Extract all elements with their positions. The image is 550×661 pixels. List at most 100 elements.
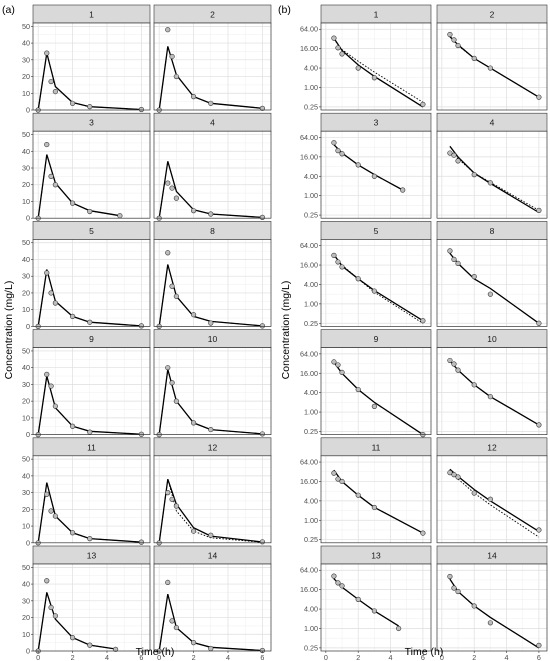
observed-point <box>165 250 171 256</box>
population-prediction-line <box>158 478 263 543</box>
observed-point <box>455 367 461 373</box>
observed-point <box>173 398 179 404</box>
facet-a-12: 12 <box>153 437 272 546</box>
facet-label: 11 <box>372 442 381 452</box>
observed-point <box>451 361 457 367</box>
observed-point <box>455 260 461 267</box>
panel-border <box>436 563 548 652</box>
x-tick-label: 0 <box>157 653 161 661</box>
y-tick-label: 30 <box>22 272 30 281</box>
panel-border <box>320 22 432 111</box>
population-prediction-line <box>158 593 263 652</box>
observed-point <box>420 318 426 324</box>
observed-point <box>52 88 58 95</box>
observed-point <box>447 470 453 476</box>
observed-point <box>355 65 361 71</box>
y-tick-label: 30 <box>22 164 30 173</box>
observed-point <box>259 214 265 220</box>
x-tick-label: 4 <box>389 653 393 661</box>
plot-background <box>154 23 271 110</box>
plot-background <box>321 239 431 327</box>
observed-point <box>69 313 76 319</box>
y-tick-label: 4.00 <box>304 388 318 397</box>
y-tick-label: 0.25 <box>304 535 318 544</box>
observed-point <box>165 27 171 33</box>
observed-point <box>190 528 197 534</box>
observed-point <box>259 323 265 329</box>
y-axis-title-right: Concentration (mg/L) <box>280 281 292 380</box>
observed-point <box>259 431 265 437</box>
plot-background <box>33 455 150 543</box>
observed-point <box>420 101 426 107</box>
observed-point <box>451 37 457 43</box>
y-tick-label: 50 <box>22 130 30 139</box>
observed-point <box>335 45 341 51</box>
observed-point <box>138 539 144 545</box>
y-tick-label: 1.00 <box>304 516 318 525</box>
observed-point <box>190 312 197 318</box>
observed-point <box>451 152 457 158</box>
y-tick-label: 4.00 <box>304 64 318 73</box>
observed-point <box>335 362 341 368</box>
observed-point <box>339 478 345 485</box>
observed-point <box>451 256 457 262</box>
observed-point <box>339 369 345 376</box>
observed-point <box>536 527 542 533</box>
y-tick-label: 1.00 <box>304 624 318 633</box>
plot-background <box>321 23 431 110</box>
observed-point <box>335 259 341 265</box>
y-tick-label: 16.00 <box>300 369 318 378</box>
observed-point <box>169 185 175 191</box>
observed-point <box>447 573 453 580</box>
plot-background <box>437 564 547 651</box>
observed-point <box>190 208 197 214</box>
observed-point <box>87 208 93 215</box>
observed-point <box>52 182 58 188</box>
observed-point <box>165 180 171 186</box>
observed-point <box>536 320 542 326</box>
x-tick-label: 6 <box>139 653 143 661</box>
panel-tag-a: (a) <box>2 4 15 16</box>
observed-point <box>259 105 265 111</box>
observed-point <box>335 148 341 154</box>
panel-border <box>320 130 432 219</box>
observed-point <box>335 580 341 586</box>
observed-point <box>169 618 175 624</box>
observed-point <box>69 530 76 536</box>
individual-prediction-line <box>158 479 263 543</box>
facet-label: 4 <box>210 118 215 128</box>
y-tick-label: 50 <box>22 238 30 247</box>
panel-border <box>320 455 432 544</box>
y-tick-label: 30 <box>22 596 30 605</box>
plot-background <box>437 131 547 219</box>
panel-border <box>436 22 548 111</box>
facet-label: 10 <box>487 334 497 344</box>
y-tick-label: 30 <box>22 55 30 64</box>
individual-prediction-line <box>333 38 424 103</box>
y-tick-label: 50 <box>22 563 30 572</box>
y-tick-label: 16.00 <box>300 261 318 270</box>
observed-point <box>138 323 144 329</box>
x-tick-label: 2 <box>356 653 360 661</box>
y-tick-label: 10 <box>22 630 30 639</box>
observed-point <box>487 65 493 71</box>
x-tick-label: 2 <box>472 653 476 661</box>
y-tick-label: 40 <box>22 147 30 156</box>
x-tick-label: 6 <box>421 653 425 661</box>
observed-point <box>169 496 175 502</box>
panel-border <box>153 22 272 111</box>
x-tick-label: 2 <box>71 653 75 661</box>
y-tick-label: 40 <box>22 255 30 264</box>
y-tick-label: 40 <box>22 39 30 48</box>
plot-background <box>154 347 271 435</box>
observed-point <box>331 359 337 365</box>
observed-point <box>69 100 76 106</box>
facet-b-9: 9 0.25 1.00 4.00 16.00 64.00 <box>300 329 432 438</box>
population-prediction-line <box>37 375 142 435</box>
panel-border <box>436 239 548 327</box>
observed-point <box>48 604 54 611</box>
panel-border <box>153 455 272 544</box>
y-tick-label: 64.00 <box>300 241 318 250</box>
x-tick-label: 6 <box>537 653 541 661</box>
